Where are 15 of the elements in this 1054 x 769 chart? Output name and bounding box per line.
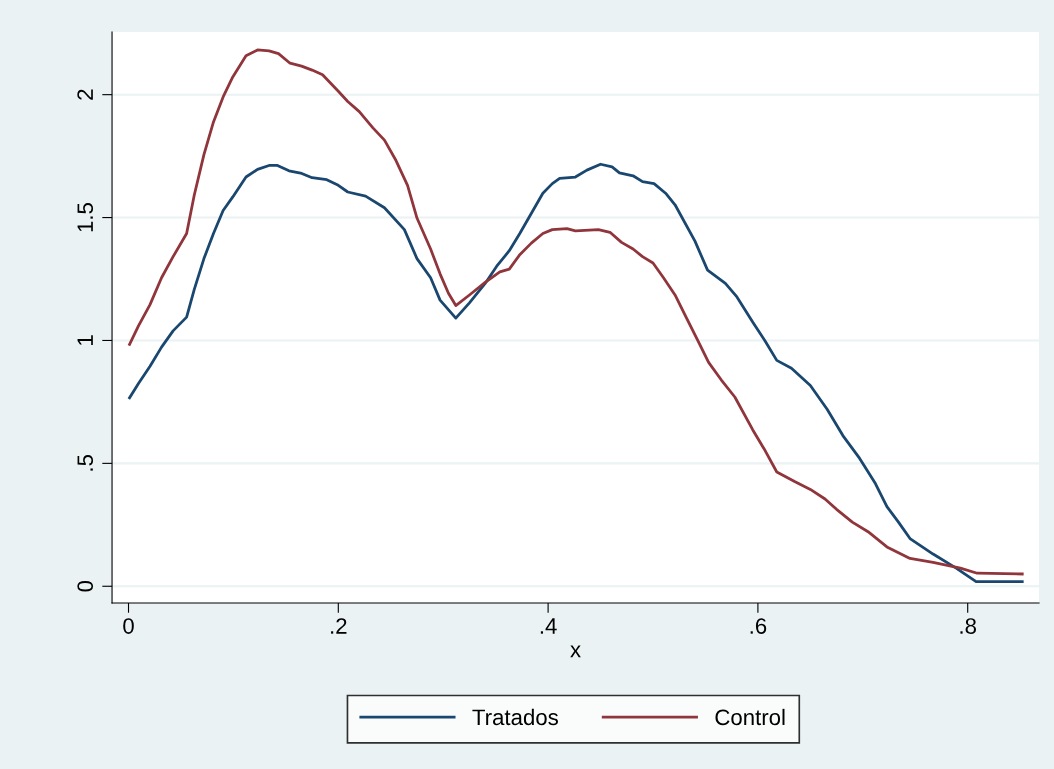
x-tick-label: .4 (540, 618, 557, 634)
legend-label: Tratados (472, 708, 558, 726)
x-tick-label: .8 (960, 618, 976, 634)
x-tick-label: .6 (750, 618, 767, 634)
legend-label: Control (715, 708, 785, 726)
line-series (128, 162, 1024, 583)
y-tick-label: 1 (77, 335, 93, 345)
y-tick-label: 2 (77, 89, 93, 100)
y-tick-label: 0 (77, 580, 94, 592)
y-tick-label: .5 (77, 455, 94, 471)
x-tick-label: 0 (123, 618, 134, 634)
y-tick-label: 1.5 (77, 203, 94, 232)
x-axis-title: x (570, 645, 581, 658)
line-series (128, 48, 1024, 576)
x-tick-label: .2 (331, 618, 347, 634)
